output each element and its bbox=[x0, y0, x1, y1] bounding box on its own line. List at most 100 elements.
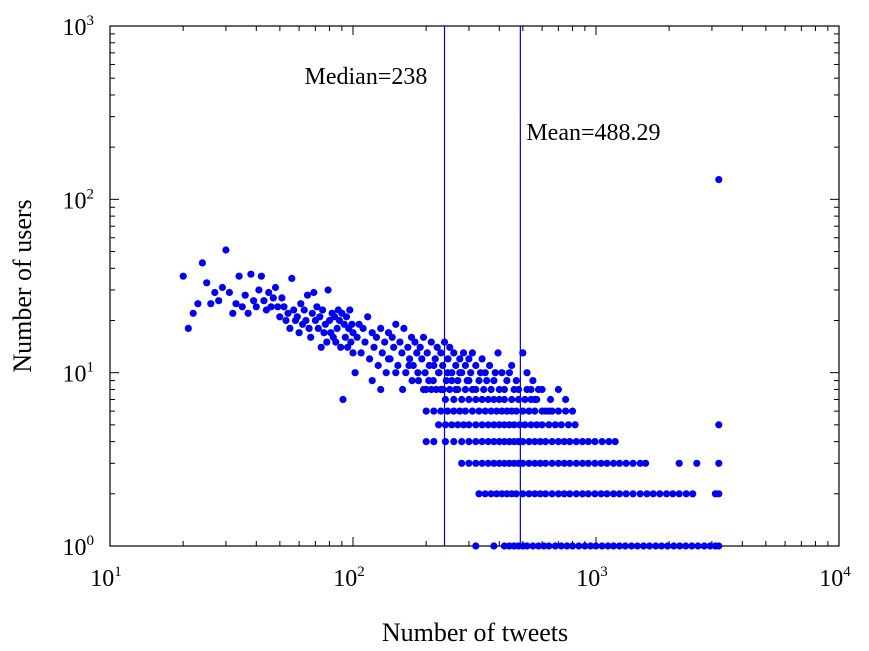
x-axis-label: Number of tweets bbox=[382, 618, 568, 647]
data-point bbox=[467, 369, 475, 377]
data-point bbox=[525, 490, 533, 498]
data-point bbox=[715, 176, 723, 184]
data-point bbox=[314, 324, 322, 332]
data-point bbox=[519, 490, 527, 498]
data-point bbox=[404, 343, 412, 351]
data-point bbox=[346, 306, 354, 314]
data-point bbox=[472, 385, 480, 394]
data-point bbox=[487, 385, 495, 394]
data-point bbox=[406, 355, 414, 363]
data-point bbox=[465, 421, 473, 429]
data-point bbox=[319, 306, 327, 314]
data-point bbox=[715, 459, 723, 467]
data-point bbox=[675, 459, 683, 467]
data-point bbox=[652, 542, 660, 550]
data-point bbox=[494, 349, 502, 357]
data-point bbox=[392, 320, 400, 328]
data-point bbox=[572, 490, 580, 498]
data-point bbox=[454, 421, 462, 429]
data-point bbox=[495, 385, 503, 394]
data-point bbox=[255, 286, 263, 294]
x-tick-label: 103 bbox=[576, 564, 608, 592]
data-point bbox=[252, 303, 260, 311]
data-point bbox=[414, 377, 423, 385]
data-point bbox=[422, 438, 430, 446]
data-point bbox=[481, 407, 489, 415]
data-point bbox=[508, 361, 516, 370]
data-point bbox=[554, 490, 563, 498]
data-point bbox=[323, 338, 331, 346]
data-point bbox=[490, 421, 498, 429]
data-point bbox=[527, 395, 535, 404]
data-point bbox=[456, 407, 464, 415]
data-point bbox=[267, 303, 275, 311]
data-point bbox=[357, 349, 365, 357]
data-point bbox=[629, 459, 637, 467]
data-point bbox=[433, 343, 441, 351]
data-point bbox=[495, 395, 503, 404]
data-point bbox=[545, 407, 553, 415]
data-point bbox=[446, 385, 454, 394]
data-point bbox=[534, 385, 543, 394]
data-point bbox=[536, 490, 544, 498]
data-point bbox=[465, 377, 473, 385]
data-point bbox=[324, 286, 332, 294]
data-point bbox=[560, 459, 568, 467]
data-point bbox=[603, 459, 611, 467]
y-tick-label: 100 bbox=[63, 533, 95, 561]
data-point bbox=[378, 349, 386, 357]
data-point bbox=[621, 542, 629, 550]
data-point bbox=[498, 490, 506, 498]
data-point bbox=[452, 361, 460, 370]
data-point bbox=[676, 542, 684, 550]
data-point bbox=[503, 377, 511, 385]
data-point bbox=[715, 490, 723, 498]
data-point bbox=[525, 407, 533, 415]
data-point bbox=[459, 421, 468, 429]
data-point bbox=[603, 490, 611, 498]
data-point bbox=[472, 542, 480, 550]
data-point bbox=[431, 355, 439, 363]
axis-ticks bbox=[109, 25, 840, 547]
data-point bbox=[456, 355, 464, 363]
data-point bbox=[592, 542, 600, 550]
data-point bbox=[422, 385, 430, 394]
data-point bbox=[493, 490, 501, 498]
data-point bbox=[286, 324, 294, 332]
data-point bbox=[425, 377, 433, 385]
data-point bbox=[478, 421, 486, 429]
data-point bbox=[477, 369, 485, 377]
data-point bbox=[364, 313, 372, 321]
data-point bbox=[444, 355, 452, 363]
data-point bbox=[446, 343, 454, 351]
data-point bbox=[280, 303, 288, 311]
data-point bbox=[542, 438, 550, 446]
data-point bbox=[300, 306, 308, 314]
data-point bbox=[377, 385, 385, 394]
data-point bbox=[694, 542, 702, 550]
data-point bbox=[435, 369, 443, 377]
data-point bbox=[693, 459, 701, 467]
data-point bbox=[657, 542, 666, 550]
data-point bbox=[490, 395, 498, 404]
data-point bbox=[305, 324, 313, 332]
data-point bbox=[448, 421, 456, 429]
data-point bbox=[597, 459, 605, 467]
data-point bbox=[531, 459, 539, 467]
data-point bbox=[440, 338, 449, 346]
data-point bbox=[481, 490, 489, 498]
data-point bbox=[368, 377, 376, 385]
data-point bbox=[310, 288, 318, 297]
data-point bbox=[525, 438, 533, 446]
data-point bbox=[408, 377, 416, 385]
data-point bbox=[529, 542, 537, 550]
data-point bbox=[551, 421, 559, 429]
data-point bbox=[498, 369, 506, 377]
data-point bbox=[484, 459, 492, 467]
data-point bbox=[348, 320, 356, 328]
data-point bbox=[584, 459, 592, 467]
data-point bbox=[444, 407, 452, 415]
data-point bbox=[525, 459, 533, 467]
data-point bbox=[390, 343, 398, 351]
data-point bbox=[622, 490, 630, 498]
